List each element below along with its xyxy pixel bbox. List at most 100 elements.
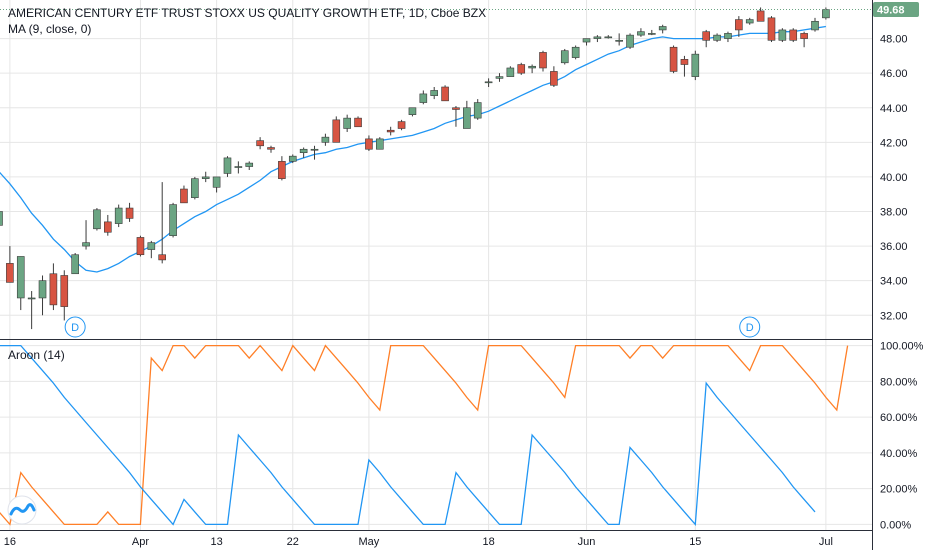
candle-body xyxy=(528,65,536,69)
candle-body xyxy=(386,129,395,133)
aroon-up-line xyxy=(0,344,849,526)
dividend-marker: D xyxy=(64,316,86,338)
candle xyxy=(278,156,286,181)
price-tick-label: 46.00 xyxy=(880,68,908,80)
candle-body xyxy=(789,29,798,41)
candle xyxy=(0,211,3,226)
candle xyxy=(343,114,351,132)
candle-body xyxy=(365,138,373,150)
time-tick-label: 22 xyxy=(287,536,299,548)
main-pane-grid xyxy=(0,0,872,530)
candle xyxy=(180,185,188,204)
ma-legend: MA (9, close, 0) xyxy=(8,22,91,36)
candle xyxy=(386,126,395,136)
dividend-marker-circle xyxy=(64,316,86,338)
candle xyxy=(71,253,79,275)
candle xyxy=(365,135,373,151)
candle xyxy=(604,35,613,39)
candle-body xyxy=(637,31,645,36)
candle-body xyxy=(191,178,199,198)
dividend-marker-label: D xyxy=(71,322,79,334)
candle xyxy=(767,16,776,43)
candle-body xyxy=(38,280,47,299)
candle xyxy=(800,31,808,48)
candle-body xyxy=(604,36,613,39)
candle xyxy=(310,145,319,160)
candle xyxy=(495,73,504,82)
candle xyxy=(169,202,177,238)
candle-body xyxy=(136,237,145,256)
price-tick-label: 42.00 xyxy=(880,137,908,149)
candle xyxy=(223,156,232,177)
candle-body xyxy=(626,34,634,48)
dividend-marker-circle xyxy=(739,316,761,338)
candle-body xyxy=(822,9,830,19)
candle xyxy=(517,62,526,75)
candle xyxy=(6,246,14,283)
candle-body xyxy=(735,19,743,31)
candle-body xyxy=(310,148,319,151)
candle xyxy=(288,154,297,164)
dividend-marker-label: D xyxy=(746,322,754,334)
candle-body xyxy=(430,90,439,96)
time-tick-label: 13 xyxy=(210,536,222,548)
candles-layer xyxy=(0,7,830,330)
candle-body xyxy=(724,33,732,39)
candle-body xyxy=(82,242,90,247)
candle-body xyxy=(658,26,667,31)
candle-body xyxy=(93,209,101,230)
candle xyxy=(506,66,515,77)
candle-body xyxy=(691,53,700,77)
candle xyxy=(463,100,471,129)
candle xyxy=(626,33,634,49)
candle-body xyxy=(6,263,14,283)
candle-body xyxy=(767,17,776,41)
candle-body xyxy=(778,29,787,41)
candle-body xyxy=(550,71,558,86)
candle xyxy=(430,87,439,100)
candle-body xyxy=(375,138,384,150)
candle-body xyxy=(343,117,351,129)
aroon-tick-label: 0.00% xyxy=(880,519,911,531)
candle-body xyxy=(441,86,449,102)
candle-body xyxy=(201,176,210,179)
candle xyxy=(691,50,700,81)
candle xyxy=(582,38,591,46)
candle xyxy=(49,263,58,311)
candle-body xyxy=(615,40,623,42)
aroon-y-axis-labels: 100.00% 80.00% 60.00% 40.00% 20.00% 0.00% xyxy=(880,341,924,532)
candle-body xyxy=(593,36,602,39)
price-tick-label: 44.00 xyxy=(880,103,908,115)
candle xyxy=(147,240,156,259)
candle xyxy=(473,99,482,120)
price-tick-label: 32.00 xyxy=(880,310,908,322)
candle xyxy=(299,147,308,158)
candle xyxy=(756,7,765,22)
candle xyxy=(419,90,428,105)
candle xyxy=(136,235,145,257)
candle-body xyxy=(278,161,286,179)
candle xyxy=(408,107,417,117)
candle-body xyxy=(158,254,166,261)
candle xyxy=(60,270,69,321)
aroon-tick-label: 100.00% xyxy=(880,341,924,353)
candle-body xyxy=(321,136,330,143)
tv-logo[interactable] xyxy=(7,495,37,525)
candle-body xyxy=(288,155,297,162)
candle xyxy=(452,106,460,127)
candle xyxy=(484,78,493,87)
candle-body xyxy=(745,19,754,24)
candle-body xyxy=(495,76,504,79)
candle-body xyxy=(354,117,362,128)
candle-body xyxy=(397,121,406,129)
candle xyxy=(745,17,754,25)
last-price-tag xyxy=(873,2,919,18)
candle xyxy=(811,17,819,32)
candle xyxy=(658,24,667,34)
candle-body xyxy=(571,46,580,58)
candle-body xyxy=(245,162,254,167)
candle xyxy=(354,116,362,128)
candle xyxy=(256,137,264,150)
chart-title: AMERICAN CENTURY ETF TRUST STOXX US QUAL… xyxy=(8,6,486,20)
